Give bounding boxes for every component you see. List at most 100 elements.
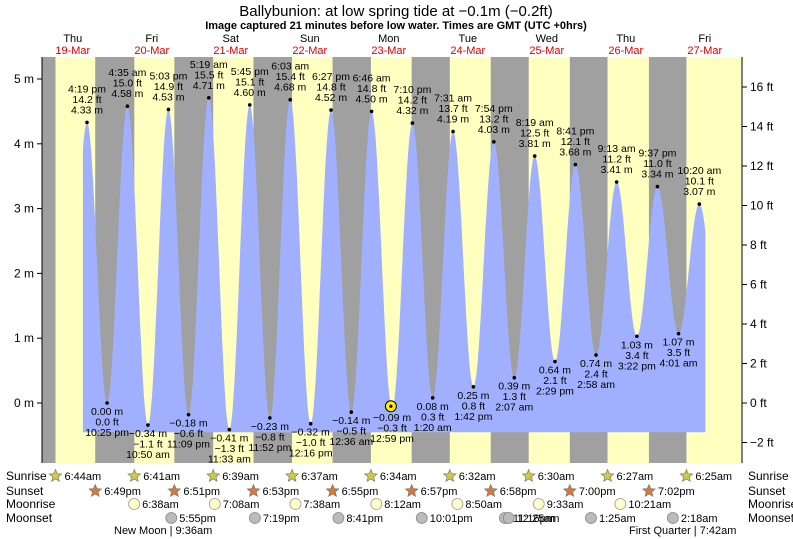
high-tide-time: 6:03 am xyxy=(271,61,309,73)
low-tide-metres: −0.14 m xyxy=(332,415,370,427)
moonrise-time: 8:12am xyxy=(384,499,421,511)
low-tide-feet: 3.5 ft xyxy=(667,347,690,359)
row-label-left-sunrise: Sunrise xyxy=(6,469,47,483)
moonset-icon xyxy=(585,512,597,524)
sunrise-icon xyxy=(442,468,457,483)
moonset-time: 7:19pm xyxy=(263,513,300,525)
high-tide-feet: 10.1 ft xyxy=(685,176,714,188)
high-tide-metres: 4.58 m xyxy=(111,88,143,100)
moonset-time: 1:25am xyxy=(599,513,636,525)
low-tide-metres: 0.64 m xyxy=(539,365,571,377)
moonrise-icon xyxy=(128,498,141,510)
high-tide-time: 9:13 am xyxy=(598,143,636,155)
moonset-time: 12:25am xyxy=(517,513,560,525)
tide-point xyxy=(471,385,476,389)
high-tide-feet: 14.2 ft xyxy=(398,95,427,107)
high-tide-time: 7:10 pm xyxy=(393,84,431,96)
sunrise-icon xyxy=(363,468,378,483)
low-tide-time: 2:58 am xyxy=(577,379,615,391)
high-tide-time: 8:19 am xyxy=(516,117,554,129)
low-tide-time: 11:09 pm xyxy=(167,439,210,451)
moonset-time: 2:18am xyxy=(681,513,718,525)
high-tide-metres: 4.52 m xyxy=(315,92,347,104)
moonset-time: 11:16pm xyxy=(513,513,555,525)
right-tick-label: 10 ft xyxy=(750,198,774,212)
high-tide-time: 7:31 am xyxy=(434,92,472,104)
sunrise-time: 6:44am xyxy=(64,471,101,483)
sunset-time: 6:58pm xyxy=(500,486,537,498)
high-tide-metres: 4.68 m xyxy=(274,82,306,94)
tide-point xyxy=(492,140,496,144)
high-tide-feet: 15.4 ft xyxy=(276,71,305,83)
high-tide-time: 4:35 am xyxy=(108,67,146,79)
sunrise-icon xyxy=(285,468,300,483)
low-tide-time: 2:07 am xyxy=(495,402,533,414)
row-label-left-moonset: Moonset xyxy=(6,511,53,525)
date-label: 20-Mar xyxy=(134,45,169,57)
tide-point xyxy=(573,162,578,167)
sunrise-icon xyxy=(600,468,615,483)
high-tide-time: 5:45 pm xyxy=(231,66,269,78)
sunrise-time: 6:32am xyxy=(459,471,496,483)
sunset-time: 6:53pm xyxy=(262,486,299,498)
tide-point xyxy=(430,396,435,400)
low-tide-metres: 1.07 m xyxy=(662,337,694,349)
right-tick-label: 8 ft xyxy=(750,238,767,252)
sunset-time: 6:55pm xyxy=(342,486,379,498)
tide-point xyxy=(146,423,150,427)
sunrise-time: 6:37am xyxy=(301,471,338,483)
tide-point xyxy=(655,184,660,189)
right-tick-label: 0 ft xyxy=(750,396,767,410)
low-tide-feet: 2.4 ft xyxy=(584,369,607,381)
high-tide-time: 5:03 pm xyxy=(149,70,187,82)
moonset-time: 5:55pm xyxy=(179,513,216,525)
low-tide-feet: −1.3 ft xyxy=(215,443,245,455)
day-of-week-label: Thu xyxy=(63,33,82,45)
right-tick-label: 14 ft xyxy=(750,119,774,133)
moonrise-time: 9:33am xyxy=(547,499,584,511)
tide-point xyxy=(105,401,109,405)
sunset-time: 6:49pm xyxy=(104,486,141,498)
high-tide-feet: 14.8 ft xyxy=(357,83,386,95)
tide-point xyxy=(553,359,557,364)
left-tick-label: 2 m xyxy=(14,266,34,280)
right-tick-label: 4 ft xyxy=(750,317,767,331)
tide-point xyxy=(635,334,639,339)
tide-point xyxy=(186,412,191,417)
high-tide-feet: 14.2 ft xyxy=(72,94,101,106)
day-of-week-label: Wed xyxy=(536,33,558,45)
low-tide-time: 1:42 pm xyxy=(454,411,492,423)
low-tide-feet: −0.3 ft xyxy=(377,422,407,434)
high-tide-feet: 11.0 ft xyxy=(643,158,671,170)
high-tide-metres: 4.33 m xyxy=(71,104,103,116)
moonrise-time: 10:21am xyxy=(628,499,671,511)
high-tide-metres: 4.53 m xyxy=(152,91,184,103)
high-tide-feet: 13.7 ft xyxy=(438,103,467,115)
chart-subtitle: Image captured 21 minutes before low wat… xyxy=(205,20,587,32)
right-tick-label: 16 ft xyxy=(750,80,774,94)
day-of-week-label: Mon xyxy=(378,33,399,45)
moonrise-icon xyxy=(614,498,627,510)
sunrise-icon xyxy=(206,468,221,483)
low-tide-metres: −0.34 m xyxy=(129,428,167,440)
tide-point xyxy=(594,353,598,357)
tide-point xyxy=(369,109,374,114)
high-tide-metres: 4.32 m xyxy=(396,105,428,117)
low-tide-metres: 0.25 m xyxy=(457,390,489,402)
high-tide-feet: 15.1 ft xyxy=(235,76,264,88)
high-tide-feet: 12.5 ft xyxy=(520,128,549,140)
tide-point xyxy=(451,129,455,134)
low-tide-time: 12:59 pm xyxy=(370,433,414,445)
date-label: 26-Mar xyxy=(608,45,643,57)
moonset-icon xyxy=(332,512,345,524)
tide-point xyxy=(532,154,537,158)
sunrise-time: 6:25am xyxy=(695,471,732,483)
tide-point xyxy=(166,107,171,112)
tide-point xyxy=(329,108,333,112)
low-tide-feet: 0.0 ft xyxy=(95,417,118,429)
low-tide-metres: 0.08 m xyxy=(417,401,449,413)
low-tide-feet: 0.8 ft xyxy=(462,400,485,412)
sunrise-icon xyxy=(521,468,536,483)
